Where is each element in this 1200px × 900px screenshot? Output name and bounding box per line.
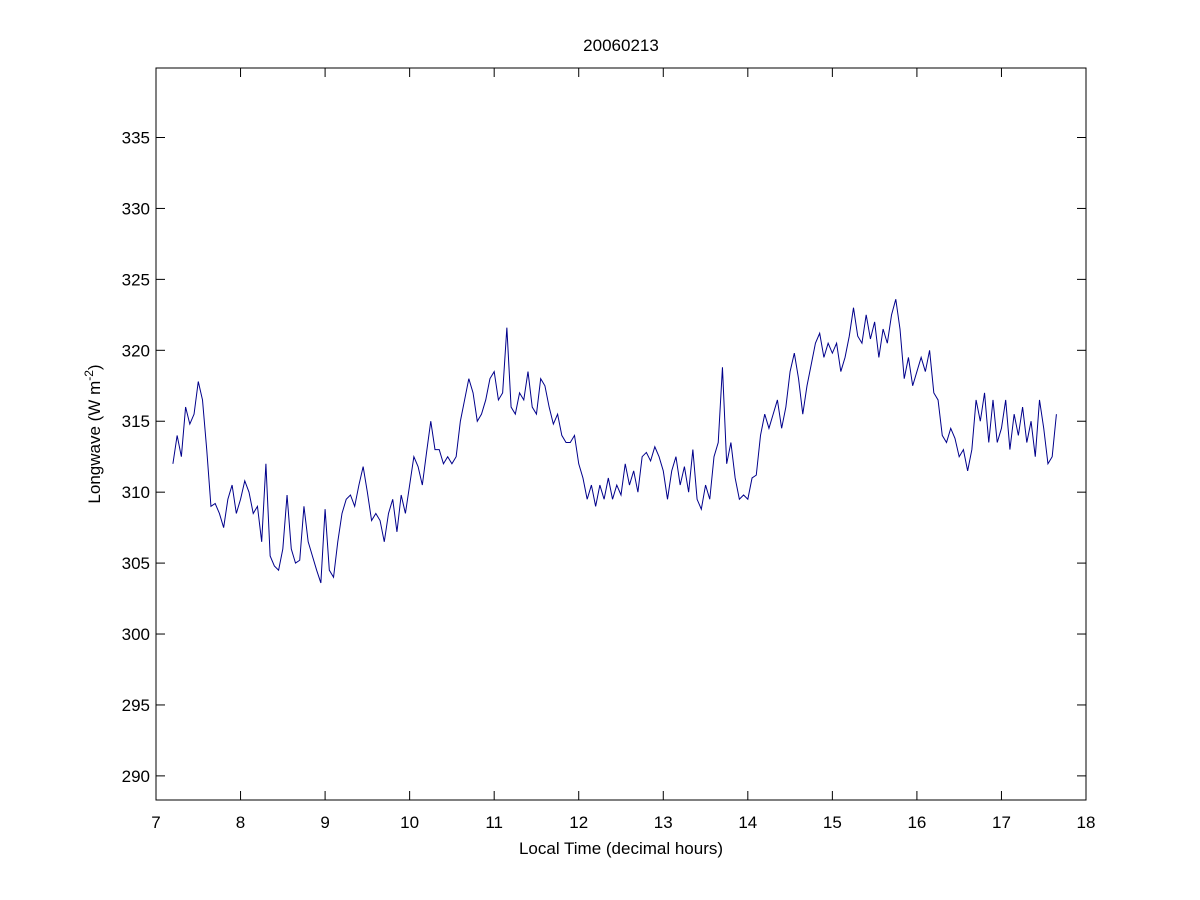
data-line: [172, 299, 1057, 584]
y-axis-label-superscript: -2: [82, 370, 96, 381]
y-tick-label: 300: [122, 625, 150, 644]
x-tick-label: 13: [654, 813, 673, 832]
x-tick-label: 11: [485, 813, 503, 832]
x-tick-label: 15: [823, 813, 842, 832]
y-tick-label: 320: [122, 341, 150, 360]
x-tick-label: 9: [320, 813, 329, 832]
y-axis-label-text: Longwave (W m: [85, 381, 104, 504]
x-tick-label: 8: [236, 813, 245, 832]
x-axis-label: Local Time (decimal hours): [519, 839, 723, 858]
y-tick-label: 325: [122, 270, 150, 289]
y-tick-label: 290: [122, 767, 150, 786]
y-tick-label: 335: [122, 129, 150, 148]
y-axis-label-suffix: ): [85, 364, 104, 370]
x-tick-label: 17: [992, 813, 1011, 832]
x-tick-label: 7: [151, 813, 160, 832]
y-tick-label: 305: [122, 554, 150, 573]
y-axis-label: Longwave (W m-2): [82, 364, 104, 503]
x-tick-label: 12: [569, 813, 588, 832]
y-tick-label: 310: [122, 483, 150, 502]
y-tick-label: 330: [122, 199, 150, 218]
x-tick-label: 14: [738, 813, 757, 832]
y-tick-label: 315: [122, 412, 150, 431]
x-tick-label: 10: [400, 813, 419, 832]
y-tick-label: 295: [122, 696, 150, 715]
plot-area: [155, 67, 1087, 801]
x-tick-label: 18: [1077, 813, 1096, 832]
chart-title: 20060213: [583, 36, 659, 55]
x-tick-label: 16: [907, 813, 926, 832]
